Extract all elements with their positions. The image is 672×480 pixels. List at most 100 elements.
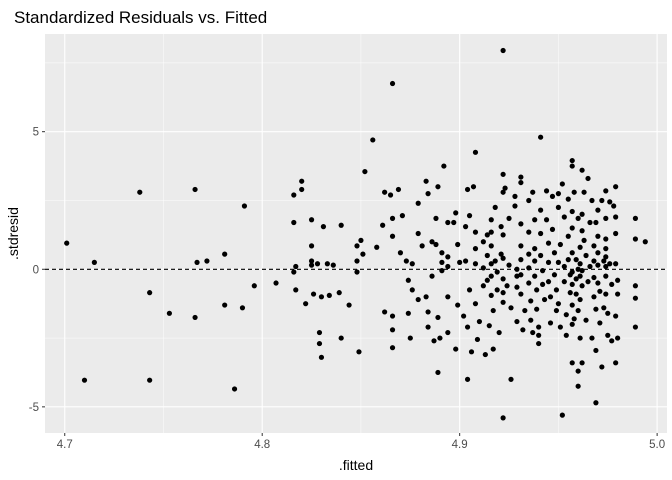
data-point <box>593 400 599 406</box>
data-point <box>314 261 321 267</box>
data-point <box>472 246 479 252</box>
data-point <box>453 210 459 216</box>
data-point <box>632 283 639 289</box>
data-point <box>308 217 315 223</box>
data-point <box>81 377 88 383</box>
data-point <box>611 203 617 209</box>
data-point <box>575 266 581 272</box>
data-point <box>518 257 524 263</box>
data-point <box>642 239 648 245</box>
data-point <box>613 230 619 237</box>
data-point <box>472 229 479 235</box>
data-point <box>382 309 388 315</box>
data-point <box>595 233 601 239</box>
data-point <box>532 246 538 252</box>
data-point <box>569 302 575 308</box>
data-point <box>338 335 344 341</box>
data-point <box>370 137 376 143</box>
data-point <box>303 301 309 307</box>
y-tick-label: 5 <box>33 127 39 139</box>
data-point <box>603 291 609 297</box>
data-point <box>595 207 601 213</box>
data-point <box>591 294 597 300</box>
data-point <box>453 346 459 352</box>
data-point <box>166 310 172 316</box>
data-point <box>488 243 494 249</box>
data-point <box>500 189 506 195</box>
data-point <box>603 263 609 270</box>
data-point <box>500 232 506 238</box>
data-point <box>609 338 615 344</box>
data-point <box>488 292 494 299</box>
data-point <box>389 313 396 319</box>
data-point <box>534 287 540 293</box>
data-point <box>429 239 435 245</box>
data-point <box>389 80 396 87</box>
plot-background <box>45 34 667 433</box>
data-point <box>557 241 563 248</box>
data-point <box>439 268 445 274</box>
data-point <box>137 189 143 195</box>
data-point <box>514 318 520 325</box>
data-point <box>601 305 607 311</box>
data-point <box>395 186 402 193</box>
data-point <box>492 204 498 210</box>
data-point <box>607 261 613 267</box>
data-point <box>451 219 457 226</box>
data-point <box>488 273 494 279</box>
data-point <box>569 250 575 256</box>
data-point <box>464 324 471 330</box>
data-point <box>439 250 445 256</box>
data-point <box>472 261 479 267</box>
data-point <box>204 258 210 264</box>
data-point <box>530 189 536 195</box>
data-point <box>502 185 508 191</box>
data-point <box>573 276 579 282</box>
data-point <box>526 265 532 271</box>
data-point <box>445 294 451 300</box>
data-point <box>528 298 534 304</box>
data-point <box>476 318 483 325</box>
data-point <box>457 259 463 265</box>
data-point <box>500 299 506 305</box>
data-point <box>500 171 506 177</box>
data-point <box>389 215 396 221</box>
data-point <box>597 320 603 326</box>
data-point <box>468 349 475 355</box>
data-point <box>599 364 605 370</box>
data-point <box>581 237 587 243</box>
data-point <box>603 273 609 279</box>
y-tick-label: -5 <box>29 402 39 414</box>
data-point <box>318 354 325 360</box>
data-point <box>466 287 473 293</box>
data-point <box>561 263 567 270</box>
data-point <box>445 254 451 260</box>
chart-title: Standardized Residuals vs. Fitted <box>14 8 267 27</box>
data-point <box>409 261 415 267</box>
data-point <box>380 222 386 228</box>
data-point <box>563 312 569 318</box>
data-point <box>569 208 575 215</box>
x-tick-label: 4.7 <box>57 439 73 451</box>
data-point <box>291 219 297 226</box>
data-point <box>545 240 552 246</box>
data-point <box>538 134 544 140</box>
data-point <box>488 261 494 267</box>
data-point <box>231 386 238 392</box>
data-point <box>435 369 441 376</box>
data-point <box>147 290 153 296</box>
data-point <box>374 244 380 250</box>
data-point <box>310 291 317 297</box>
data-point <box>518 272 524 278</box>
data-point <box>490 307 496 314</box>
data-point <box>561 279 567 285</box>
data-point <box>632 295 639 301</box>
data-point <box>194 259 200 265</box>
x-axis: 4.7 4.8 4.9 5.0 <box>57 433 665 451</box>
data-point <box>605 332 611 338</box>
data-point <box>609 281 615 288</box>
data-point <box>555 259 562 265</box>
data-point <box>488 229 494 235</box>
data-point <box>543 217 550 223</box>
data-point <box>587 219 593 226</box>
